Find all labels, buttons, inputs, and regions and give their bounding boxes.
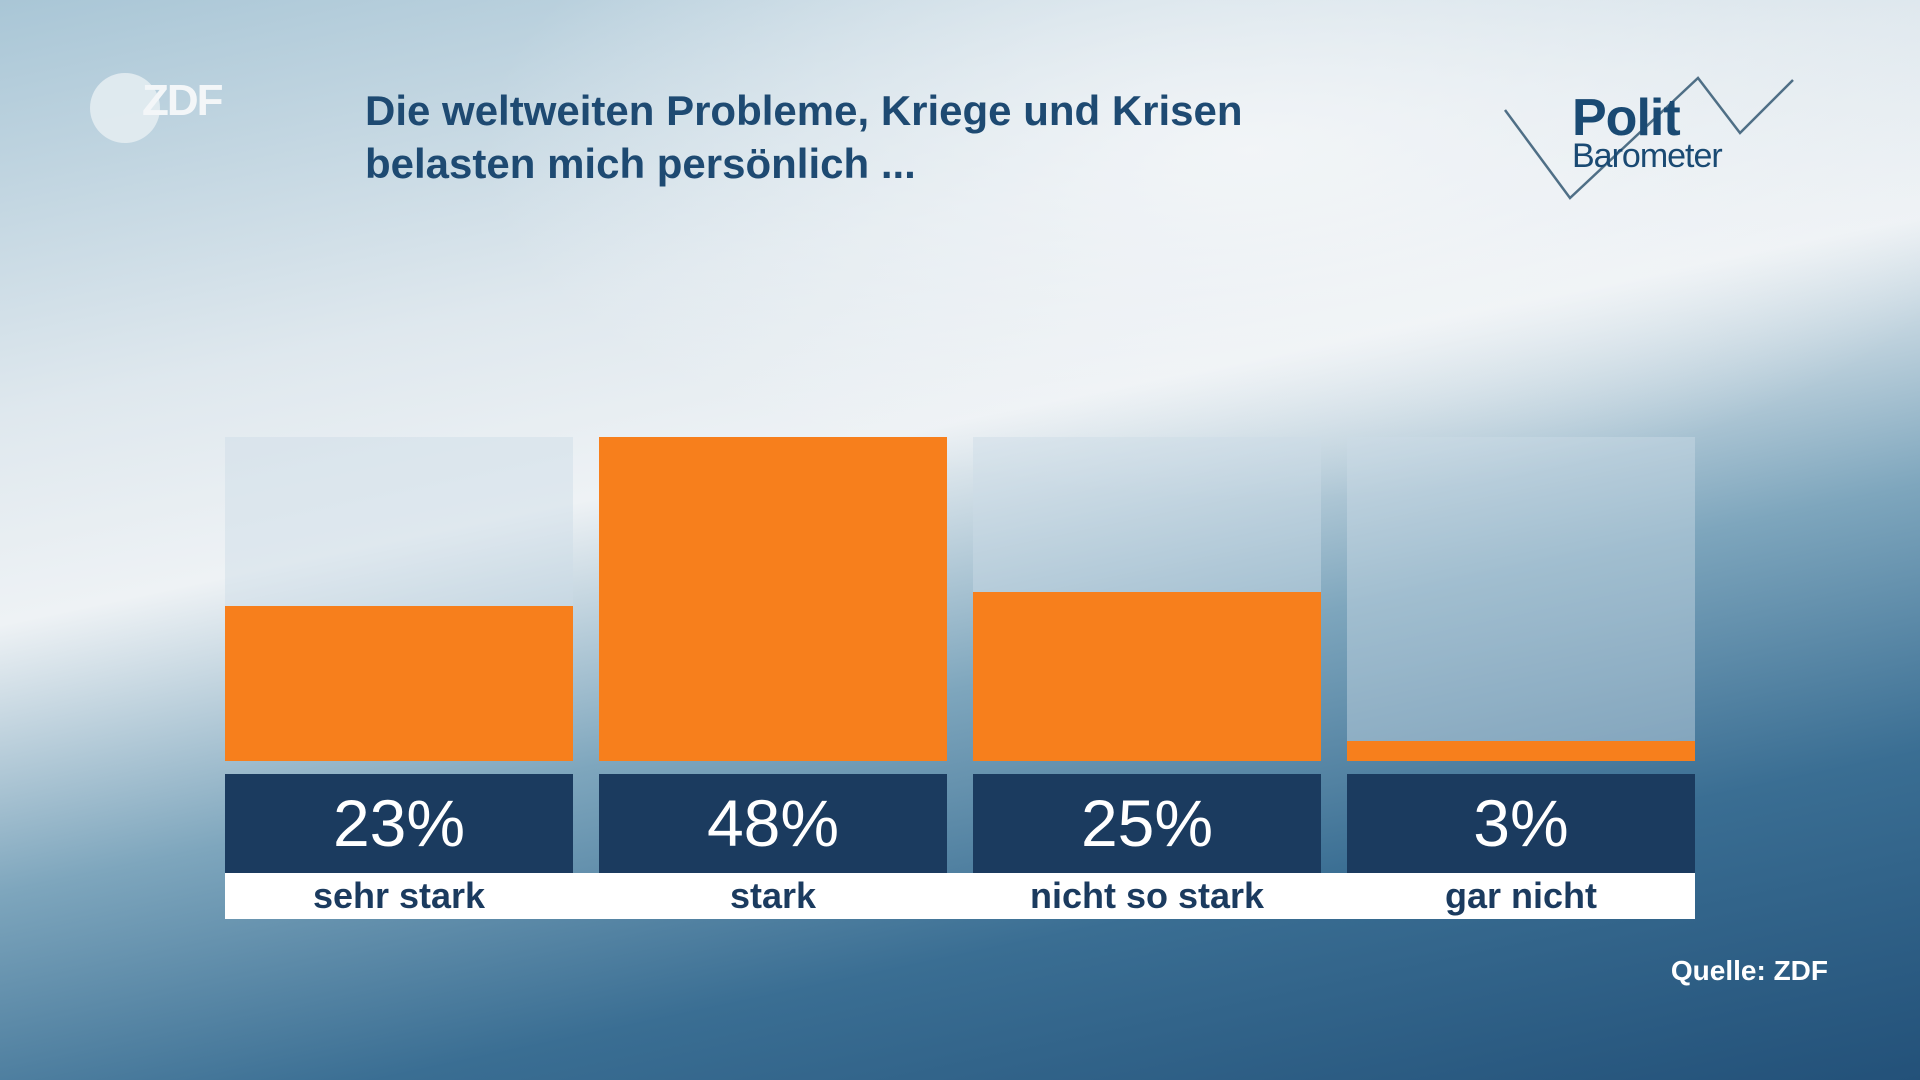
politbarometer-logo: Polit Barometer — [1500, 70, 1810, 210]
category-label: stark — [599, 873, 947, 919]
category-label: nicht so stark — [973, 873, 1321, 919]
data-label: 23% — [225, 774, 573, 873]
chart-title: Die weltweiten Probleme, Kriege und Kris… — [365, 84, 1243, 190]
data-label: 3% — [1347, 774, 1695, 873]
bar-track — [599, 437, 947, 761]
bar-track — [1347, 437, 1695, 761]
source-label: Quelle: ZDF — [1670, 955, 1828, 986]
zigzag-line-icon — [1503, 76, 1794, 200]
bar — [225, 605, 573, 761]
data-label: 48% — [599, 774, 947, 873]
title-line-1: Die weltweiten Probleme, Kriege und Kris… — [365, 87, 1243, 134]
zdf-logo: ZDF — [72, 72, 232, 152]
label-strip-gap — [1321, 873, 1347, 919]
zdf-logo-circle — [90, 73, 160, 143]
category-label: sehr stark — [225, 873, 573, 919]
bar — [1347, 740, 1695, 761]
bar-track — [973, 437, 1321, 761]
label-strip-gap — [573, 873, 599, 919]
bar — [599, 437, 947, 761]
title-line-2: belasten mich persönlich ... — [365, 140, 916, 187]
data-label: 25% — [973, 774, 1321, 873]
category-label: gar nicht — [1347, 873, 1695, 919]
zdf-logo-text: ZDF — [142, 76, 224, 125]
logo-polit: Polit — [1572, 89, 1681, 147]
bar — [973, 592, 1321, 761]
logo-barometer: Barometer — [1572, 137, 1723, 175]
bar-track — [225, 437, 573, 761]
label-strip-gap — [947, 873, 973, 919]
